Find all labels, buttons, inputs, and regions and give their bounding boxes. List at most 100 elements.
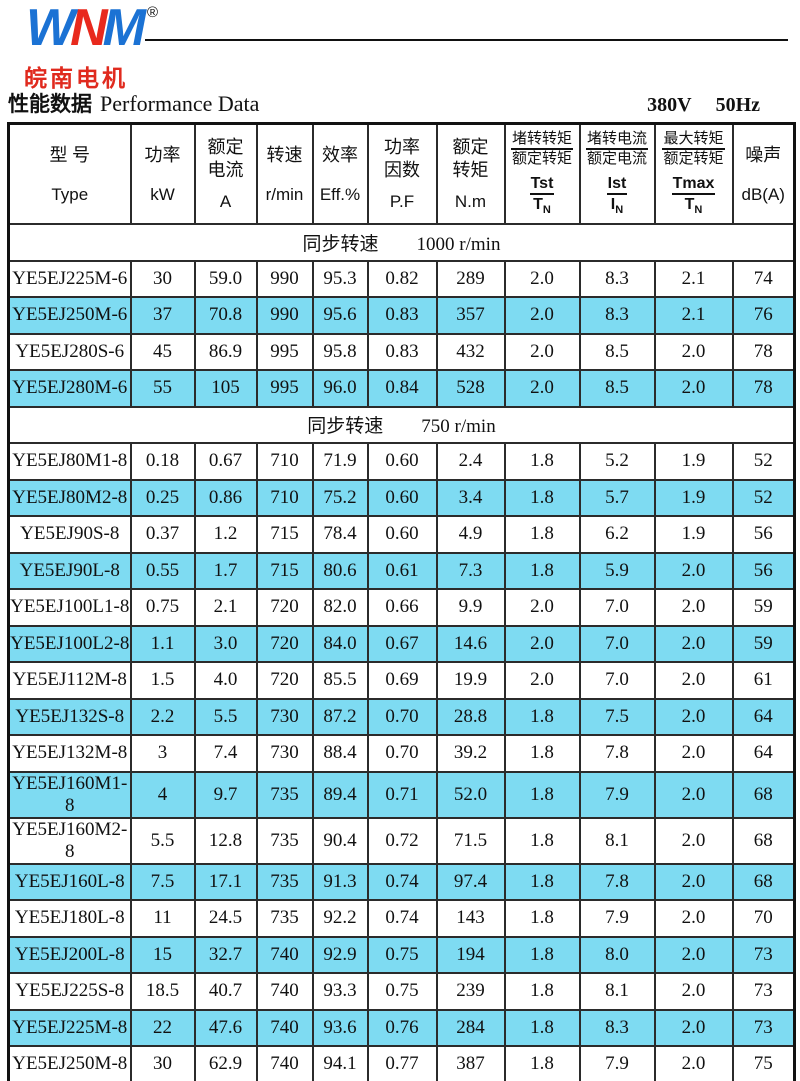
value-cell: 357 — [435, 296, 506, 335]
value-cell: 1.8 — [503, 551, 581, 590]
value-cell: 0.75 — [366, 972, 438, 1011]
value-cell: 3 — [129, 734, 196, 773]
col-header-power: 功率 kW — [129, 122, 196, 225]
value-cell: 2.1 — [653, 259, 734, 298]
value-cell: 71.9 — [311, 442, 369, 481]
value-cell: 7.8 — [578, 862, 656, 901]
value-cell: 96.0 — [311, 369, 369, 408]
value-cell: 95.8 — [311, 332, 369, 371]
value-cell: 85.5 — [311, 661, 369, 700]
value-cell: 7.5 — [578, 697, 656, 736]
model-cell: YE5EJ160M2-8 — [7, 816, 132, 865]
value-cell: 52 — [731, 442, 796, 481]
value-cell: 73 — [731, 1008, 796, 1047]
value-cell: 0.74 — [366, 899, 438, 938]
value-cell: 0.18 — [129, 442, 196, 481]
value-cell: 2.0 — [503, 296, 581, 335]
table-row: YE5EJ225M-6 30 59.0 990 95.3 0.82 289 2.0 8.3 2.1… — [7, 259, 796, 298]
value-cell: 75.2 — [311, 478, 369, 517]
table-row: YE5EJ200L-8 15 32.7 740 92.9 0.75 194 1.8 8.0 2.0… — [7, 935, 796, 974]
value-cell: 735 — [255, 816, 314, 865]
brand-area: WNM ® 皖南电机 — [0, 0, 800, 91]
value-cell: 0.77 — [366, 1045, 438, 1081]
value-cell: 432 — [435, 332, 506, 371]
model-cell: YE5EJ112M-8 — [7, 661, 132, 700]
value-cell: 2.0 — [503, 259, 581, 298]
table-row: YE5EJ100L2-8 1.1 3.0 720 84.0 0.67 14.6 2.0 7.0 2… — [7, 624, 796, 663]
value-cell: 2.0 — [653, 588, 734, 627]
value-cell: 19.9 — [435, 661, 506, 700]
value-cell: 88.4 — [311, 734, 369, 773]
value-cell: 52 — [731, 478, 796, 517]
col-header-tmax-tn: 最大转矩 额定转矩 Tmax TN — [653, 122, 734, 225]
value-cell: 995 — [255, 369, 314, 408]
value-cell: 1.8 — [503, 478, 581, 517]
frequency-rating: 50Hz — [715, 94, 760, 116]
value-cell: 64 — [731, 697, 796, 736]
value-cell: 1.9 — [653, 515, 734, 554]
table-row: YE5EJ132M-8 3 7.4 730 88.4 0.70 39.2 1.8 7.8 2.0 6… — [7, 734, 796, 773]
value-cell: 1.2 — [193, 515, 258, 554]
value-cell: 1.9 — [653, 478, 734, 517]
value-cell: 6.2 — [578, 515, 656, 554]
table-row: YE5EJ180L-8 11 24.5 735 92.2 0.74 143 1.8 7.9 2.0… — [7, 899, 796, 938]
value-cell: 194 — [435, 935, 506, 974]
value-cell: 59.0 — [193, 259, 258, 298]
value-cell: 143 — [435, 899, 506, 938]
value-cell: 387 — [435, 1045, 506, 1081]
value-cell: 0.70 — [366, 697, 438, 736]
value-cell: 1.8 — [503, 515, 581, 554]
value-cell: 990 — [255, 296, 314, 335]
ratings: 380V 50Hz — [647, 94, 760, 117]
value-cell: 0.60 — [366, 478, 438, 517]
value-cell: 3.0 — [193, 624, 258, 663]
value-cell: 0.70 — [366, 734, 438, 773]
value-cell: 1.1 — [129, 624, 196, 663]
value-cell: 1.8 — [503, 770, 581, 819]
value-cell: 68 — [731, 770, 796, 819]
value-cell: 0.67 — [193, 442, 258, 481]
value-cell: 1.8 — [503, 697, 581, 736]
value-cell: 59 — [731, 624, 796, 663]
model-cell: YE5EJ90S-8 — [7, 515, 132, 554]
col-header-speed: 转速 r/min — [255, 122, 314, 225]
table-row: YE5EJ225M-8 22 47.6 740 93.6 0.76 284 1.8 8.3 2.0… — [7, 1008, 796, 1047]
value-cell: 8.0 — [578, 935, 656, 974]
value-cell: 1.9 — [653, 442, 734, 481]
value-cell: 715 — [255, 551, 314, 590]
value-cell: 56 — [731, 515, 796, 554]
value-cell: 5.7 — [578, 478, 656, 517]
value-cell: 730 — [255, 697, 314, 736]
value-cell: 710 — [255, 478, 314, 517]
section-header-row: 同步转速 750 r/min — [7, 405, 796, 444]
value-cell: 8.3 — [578, 296, 656, 335]
col-header-efficiency: 效率 Eff.% — [311, 122, 369, 225]
table-row: YE5EJ100L1-8 0.75 2.1 720 82.0 0.66 9.9 2.0 7.0 2… — [7, 588, 796, 627]
value-cell: 0.84 — [366, 369, 438, 408]
value-cell: 14.6 — [435, 624, 506, 663]
value-cell: 0.37 — [129, 515, 196, 554]
value-cell: 720 — [255, 661, 314, 700]
value-cell: 2.0 — [653, 862, 734, 901]
value-cell: 70 — [731, 899, 796, 938]
value-cell: 7.0 — [578, 624, 656, 663]
voltage-rating: 380V — [647, 94, 692, 116]
value-cell: 735 — [255, 862, 314, 901]
value-cell: 7.3 — [435, 551, 506, 590]
value-cell: 0.25 — [129, 478, 196, 517]
value-cell: 68 — [731, 816, 796, 865]
model-cell: YE5EJ90L-8 — [7, 551, 132, 590]
value-cell: 2.0 — [653, 332, 734, 371]
value-cell: 95.3 — [311, 259, 369, 298]
value-cell: 12.8 — [193, 816, 258, 865]
table-row: YE5EJ250M-8 30 62.9 740 94.1 0.77 387 1.8 7.9 2.0… — [7, 1045, 796, 1081]
col-header-type: 型 号 Type — [7, 122, 132, 225]
value-cell: 1.8 — [503, 935, 581, 974]
table-row: YE5EJ80M2-8 0.25 0.86 710 75.2 0.60 3.4 1.8 5.7 1… — [7, 478, 796, 517]
value-cell: 8.1 — [578, 816, 656, 865]
registered-trademark-icon: ® — [146, 4, 159, 21]
value-cell: 22 — [129, 1008, 196, 1047]
value-cell: 2.0 — [503, 588, 581, 627]
value-cell: 5.2 — [578, 442, 656, 481]
model-cell: YE5EJ250M-6 — [7, 296, 132, 335]
